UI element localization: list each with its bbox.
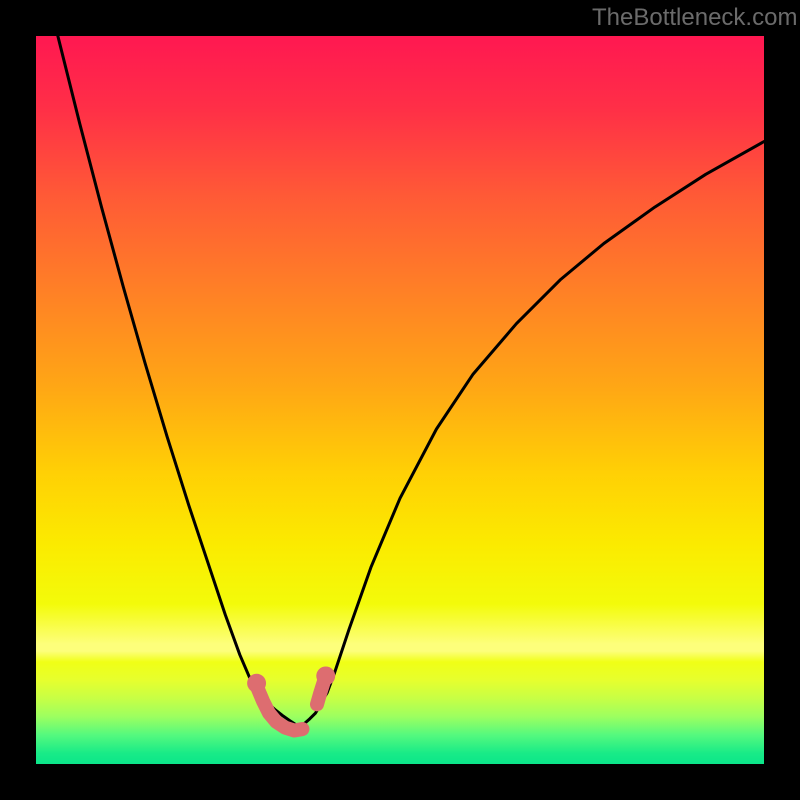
- plot-area: [36, 36, 764, 764]
- highlight-dot: [247, 674, 266, 693]
- gradient-background: [36, 36, 764, 764]
- chart-svg: [36, 36, 764, 764]
- watermark-label: TheBottleneck.com: [592, 4, 797, 32]
- highlight-dot: [316, 666, 335, 685]
